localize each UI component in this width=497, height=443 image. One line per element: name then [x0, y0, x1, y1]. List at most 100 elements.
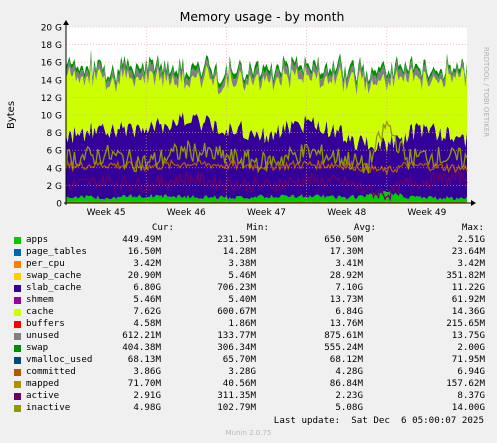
legend-swatch	[14, 261, 21, 268]
legend-min: 306.34M	[217, 342, 256, 353]
legend-cur: 68.13M	[127, 354, 161, 365]
legend-col-avg: Avg:	[353, 222, 376, 233]
legend-swatch	[14, 249, 21, 256]
legend-cur: 3.42M	[133, 258, 161, 269]
legend-row-slab-cache: slab_cache 6.80G 706.23M 7.10G 11.22G	[14, 282, 485, 294]
legend-max: 14.00G	[451, 402, 485, 413]
legend-row-active: active 2.91G 311.35M 2.23G 8.37G	[14, 390, 485, 402]
legend-max: 61.92M	[451, 294, 485, 305]
legend-row-per-cpu: per_cpu 3.42M 3.38M 3.41M 3.42M	[14, 258, 485, 270]
legend-name: unused	[26, 330, 60, 341]
legend-row-swap-cache: swap_cache 20.90M 5.46M 28.92M 351.82M	[14, 270, 485, 282]
y-tick-labels: 0 2 G 4 G 6 G 8 G 10 G 12 G 14 G 16 G 18 G 20 G	[41, 24, 63, 210]
legend-swatch	[14, 357, 21, 364]
legend-name: active	[26, 390, 60, 401]
legend-row-shmem: shmem 5.46M 5.40M 13.73M 61.92M	[14, 294, 485, 306]
legend-cur: 3.86G	[133, 366, 161, 377]
area-unused	[66, 54, 467, 96]
series-lines	[65, 119, 468, 204]
legend-name: buffers	[26, 318, 65, 329]
legend-max: 13.75G	[451, 330, 485, 341]
legend-avg: 5.08G	[335, 402, 363, 413]
legend-row-page-tables: page_tables 16.50M 14.28M 17.30M 23.64M	[14, 246, 485, 258]
legend-min: 706.23M	[217, 282, 256, 293]
legend-cur: 4.98G	[133, 402, 161, 413]
legend-row-inactive: inactive 4.98G 102.79M 5.08G 14.00G	[14, 402, 485, 414]
legend-name: cache	[26, 306, 54, 317]
chart-title: Memory usage - by month	[180, 9, 345, 24]
legend-min: 65.70M	[222, 354, 256, 365]
legend-max: 71.95M	[451, 354, 485, 365]
x-tick-label: Week 45	[87, 208, 126, 218]
legend-cur: 71.70M	[127, 378, 161, 389]
legend-min: 14.28M	[222, 246, 256, 257]
legend-cur: 6.80G	[133, 282, 161, 293]
last-update: Last update: Sat Dec 6 05:00:07 2025	[273, 415, 484, 426]
legend-cur: 20.90M	[127, 270, 161, 281]
legend-avg: 17.30M	[329, 246, 363, 257]
legend-swatch	[14, 309, 21, 316]
y-tick-label: 2 G	[46, 182, 62, 192]
legend-min: 3.38M	[228, 258, 256, 269]
y-tick-label: 14 G	[41, 76, 62, 86]
line-active	[65, 170, 468, 202]
legend-cur: 2.91G	[133, 390, 161, 401]
legend-cur: 449.49M	[122, 234, 161, 245]
legend-max: 8.37G	[457, 390, 485, 401]
legend-cur: 16.50M	[127, 246, 161, 257]
x-axis-arrow	[471, 200, 476, 206]
legend-cur: 612.21M	[122, 330, 161, 341]
legend-cur: 4.58M	[133, 318, 161, 329]
legend-max: 14.36G	[451, 306, 485, 317]
munin-version: Munin 2.0.75	[225, 429, 272, 437]
legend-swatch	[14, 345, 21, 352]
legend-min: 40.56M	[222, 378, 256, 389]
legend-avg: 13.73M	[329, 294, 363, 305]
legend-min: 102.79M	[217, 402, 256, 413]
x-tick-label: Week 49	[407, 208, 446, 218]
legend-min: 311.35M	[217, 390, 256, 401]
legend-min: 231.59M	[217, 234, 256, 245]
legend-avg: 2.23G	[335, 390, 363, 401]
legend-min: 1.86M	[228, 318, 256, 329]
legend-max: 2.00G	[457, 342, 485, 353]
y-tick-label: 10 G	[41, 112, 62, 122]
legend-swatch	[14, 369, 21, 376]
y-tick-label: 12 G	[41, 94, 62, 104]
area-swap	[66, 49, 467, 89]
x-tick-labels: Week 45 Week 46 Week 47 Week 48 Week 49	[87, 208, 447, 218]
legend-max: 351.82M	[446, 270, 485, 281]
grid	[66, 26, 467, 203]
x-tick-label: Week 47	[247, 208, 286, 218]
legend-avg: 650.50M	[324, 234, 363, 245]
area-apps	[66, 191, 467, 203]
legend-avg: 6.84G	[335, 306, 363, 317]
legend-header: Cur: Min: Avg: Max:	[0, 222, 497, 234]
y-axis-arrow	[63, 20, 69, 25]
legend-name: swap_cache	[26, 270, 82, 281]
legend-swatch	[14, 237, 21, 244]
legend-name: page_tables	[26, 246, 87, 257]
legend-avg: 4.28G	[335, 366, 363, 377]
legend-name: per_cpu	[26, 258, 65, 269]
y-axis-label: Bytes	[6, 101, 17, 129]
x-tick-label: Week 46	[167, 208, 206, 218]
legend-name: inactive	[26, 402, 71, 413]
legend-row-swap: swap 404.38M 306.34M 555.24M 2.00G	[14, 342, 485, 354]
legend-max: 2.51G	[457, 234, 485, 245]
y-tick-label: 16 G	[41, 59, 62, 69]
legend-row-buffers: buffers 4.58M 1.86M 13.76M 215.65M	[14, 318, 485, 330]
legend-col-cur: Cur:	[151, 222, 174, 233]
legend-swatch	[14, 321, 21, 328]
legend-max: 11.22G	[451, 282, 485, 293]
legend-col-max: Max:	[461, 222, 484, 233]
area-cache	[66, 61, 467, 153]
y-tick-label: 20 G	[41, 24, 62, 34]
legend-name: mapped	[26, 378, 60, 389]
legend-avg: 3.41M	[335, 258, 363, 269]
legend-name: vmalloc_used	[26, 354, 93, 365]
y-tick-label: 6 G	[46, 147, 62, 157]
y-tick-label: 0	[56, 200, 62, 210]
legend-avg: 7.10G	[335, 282, 363, 293]
